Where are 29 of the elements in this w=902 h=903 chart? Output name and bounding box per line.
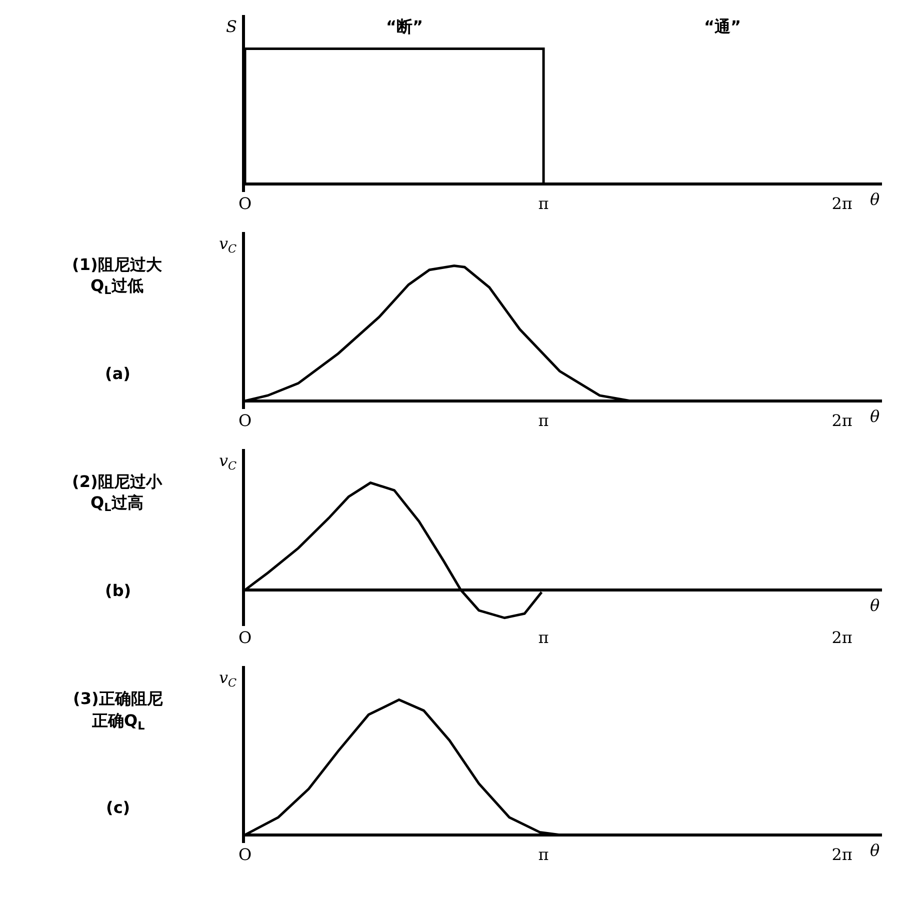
x-tick-label: π [538,845,549,864]
x-axis-title: θ [870,596,880,615]
x-tick-label: π [538,411,549,430]
x-tick-label: O [238,845,252,864]
x-axis-title: θ [870,407,880,426]
x-tick-label: O [238,411,252,430]
y-axis-title: v$_{C}$ [219,234,238,256]
text: (2)阻尼过小 Q$_{L}$过高 [72,472,163,514]
x-tick-label: π [538,628,549,647]
y-axis-title: v$_{C}$ [219,451,238,472]
x-tick-label: 2π [832,845,852,864]
x-tick-label: 2π [832,194,852,213]
x-axis-title: θ [870,190,880,209]
text: (c) [106,798,130,817]
x-tick-label: 2π [832,628,852,647]
x-axis-title: θ [870,841,880,860]
text: (1)阻尼过大 Q$_{L}$过低 [72,255,163,298]
x-tick-label: 2π [832,411,852,430]
y-axis-title: S [226,17,237,36]
text: “通” [704,17,742,36]
x-tick-label: O [238,628,252,647]
text: “断” [386,17,424,36]
text: (a) [105,364,130,383]
x-tick-label: O [238,194,252,213]
y-axis-title: v$_{C}$ [219,668,238,690]
text: 正确Q$_{L}$ [91,711,145,732]
text: (b) [105,581,132,600]
x-tick-label: π [538,194,549,213]
text: (3)正确阻尼 [73,689,163,708]
